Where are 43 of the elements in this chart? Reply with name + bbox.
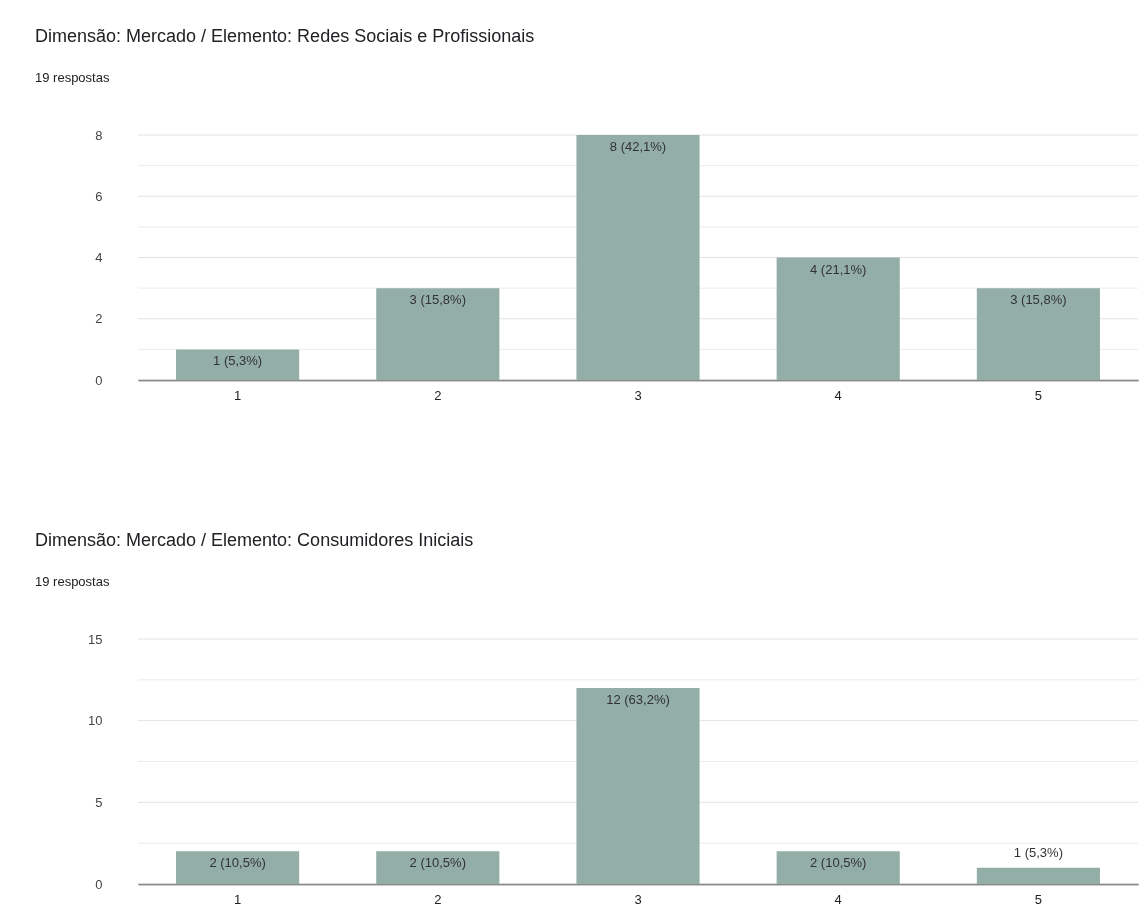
data-label: 2 (10,5%) bbox=[209, 855, 266, 871]
bar bbox=[776, 257, 900, 380]
data-label: 12 (63,2%) bbox=[606, 692, 670, 707]
x-tick-label: 2 bbox=[434, 891, 442, 907]
bar bbox=[376, 288, 500, 380]
bar bbox=[376, 851, 500, 884]
y-tick-label: 10 bbox=[88, 713, 103, 729]
y-tick-label: 5 bbox=[95, 794, 103, 810]
x-tick-label: 5 bbox=[1034, 891, 1043, 907]
x-tick-label: 5 bbox=[1034, 387, 1043, 403]
data-label: 2 (10,5%) bbox=[409, 855, 466, 871]
x-tick-label: 1 bbox=[233, 387, 242, 403]
x-tick-label: 1 bbox=[233, 891, 242, 907]
bar bbox=[776, 851, 900, 884]
x-tick-label: 3 bbox=[634, 387, 642, 403]
data-label: 2 (10,5%) bbox=[810, 855, 867, 871]
y-tick-label: 6 bbox=[95, 188, 103, 204]
data-label: 1 (5,3%) bbox=[1013, 844, 1063, 860]
chart-subtitle: 19 respostas bbox=[35, 574, 110, 589]
bar bbox=[176, 349, 300, 380]
y-tick-label: 0 bbox=[95, 372, 103, 388]
chart-subtitle: 19 respostas bbox=[35, 70, 110, 85]
data-label: 3 (15,8%) bbox=[1010, 292, 1067, 308]
x-tick-label: 3 bbox=[634, 891, 642, 907]
y-tick-label: 15 bbox=[88, 631, 103, 647]
data-label: 8 (42,1%) bbox=[609, 139, 667, 154]
data-label: 1 (5,3%) bbox=[213, 353, 263, 369]
chart-title: Dimensão: Mercado / Elemento: Redes Sociais e Profissionais bbox=[35, 26, 535, 46]
chart-title: Dimensão: Mercado / Elemento: Consumidores Iniciais bbox=[35, 530, 474, 550]
x-tick-label: 4 bbox=[834, 387, 842, 403]
bar bbox=[976, 867, 1100, 884]
y-tick-label: 4 bbox=[95, 250, 103, 265]
bar bbox=[576, 135, 700, 380]
data-label: 3 (15,8%) bbox=[409, 292, 466, 308]
bar bbox=[176, 851, 300, 884]
y-tick-label: 8 bbox=[95, 127, 103, 143]
bar bbox=[976, 288, 1100, 380]
bar bbox=[576, 688, 700, 884]
y-tick-label: 0 bbox=[95, 876, 103, 892]
x-tick-label: 2 bbox=[434, 387, 442, 403]
x-tick-label: 4 bbox=[834, 891, 842, 907]
data-label: 4 (21,1%) bbox=[810, 261, 867, 277]
y-tick-label: 2 bbox=[95, 311, 103, 327]
